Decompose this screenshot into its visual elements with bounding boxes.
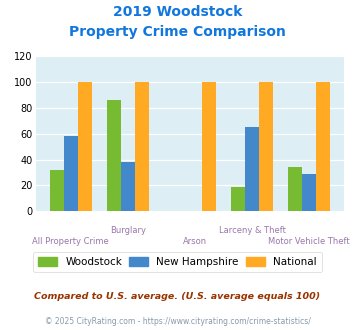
Bar bbox=[121, 162, 135, 211]
Text: 2019 Woodstock: 2019 Woodstock bbox=[113, 5, 242, 19]
Bar bbox=[288, 167, 302, 211]
Bar bbox=[106, 100, 121, 211]
Bar bbox=[64, 136, 78, 211]
Bar bbox=[50, 170, 64, 211]
Bar bbox=[202, 82, 216, 211]
Text: © 2025 CityRating.com - https://www.cityrating.com/crime-statistics/: © 2025 CityRating.com - https://www.city… bbox=[45, 317, 310, 326]
Text: Motor Vehicle Theft: Motor Vehicle Theft bbox=[268, 237, 350, 246]
Bar bbox=[135, 82, 149, 211]
Legend: Woodstock, New Hampshire, National: Woodstock, New Hampshire, National bbox=[33, 251, 322, 272]
Bar bbox=[302, 174, 316, 211]
Bar bbox=[259, 82, 273, 211]
Text: Compared to U.S. average. (U.S. average equals 100): Compared to U.S. average. (U.S. average … bbox=[34, 292, 321, 301]
Text: All Property Crime: All Property Crime bbox=[32, 237, 109, 246]
Bar bbox=[78, 82, 92, 211]
Text: Burglary: Burglary bbox=[110, 226, 146, 235]
Text: Property Crime Comparison: Property Crime Comparison bbox=[69, 25, 286, 39]
Bar bbox=[245, 127, 259, 211]
Bar bbox=[231, 187, 245, 211]
Bar bbox=[316, 82, 330, 211]
Text: Larceny & Theft: Larceny & Theft bbox=[219, 226, 285, 235]
Text: Arson: Arson bbox=[183, 237, 207, 246]
